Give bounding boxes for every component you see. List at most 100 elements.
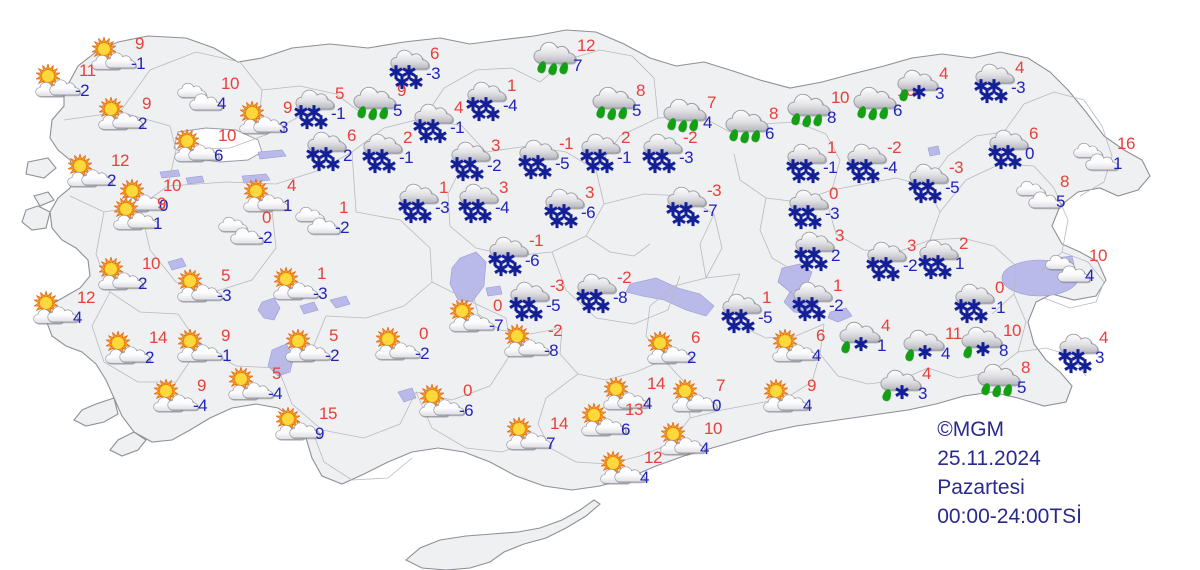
cloud-icon xyxy=(725,107,769,132)
max-temperature: 4 xyxy=(881,316,890,335)
min-temperature: -2 xyxy=(335,218,350,237)
snow-group: ✱ xyxy=(853,334,897,363)
temperature-pair: 3 -2 xyxy=(487,137,525,183)
cloud-icon xyxy=(307,215,341,235)
cloud-icon xyxy=(661,344,693,363)
snowflake-icon: ✱ xyxy=(318,144,334,166)
snowflake-icon: ✱ xyxy=(917,252,933,274)
snowflake-icon: ✱ xyxy=(654,146,670,168)
cloud-icon xyxy=(1085,151,1119,171)
rain-snow-cloud-icon: ✱ xyxy=(837,319,883,361)
snow-cloud-icon: ✱ ✱ ✱ ✱ xyxy=(447,139,493,185)
snowflake-icon: ✱ xyxy=(853,334,869,356)
temperature-pair: -2 -8 xyxy=(613,269,651,315)
snowflake-icon: ✱ xyxy=(678,199,694,221)
snowflake-icon: ✱ xyxy=(412,116,428,138)
cloud-icon xyxy=(489,234,529,257)
cloud-icon xyxy=(299,342,331,361)
temperature-pair: 1 -1 xyxy=(823,139,861,185)
snowflake-icon: ✱ xyxy=(592,146,608,168)
max-temperature: 4 xyxy=(939,64,948,83)
cloud-icon xyxy=(777,392,809,411)
snow-group: ✱ ✱ ✱ ✱ xyxy=(793,244,837,275)
sun-behind-cloud-icon xyxy=(177,269,223,311)
snowflake-icon: ✱ xyxy=(878,254,894,276)
cloud-icon xyxy=(975,61,1015,84)
sun-behind-cloud-icon xyxy=(98,97,144,139)
cloud-icon xyxy=(287,280,319,299)
temperature-pair: 14 2 xyxy=(145,328,183,375)
cloud-icon xyxy=(663,96,707,121)
snowflake-icon: ✱ xyxy=(432,126,448,148)
min-temperature: -6 xyxy=(525,251,540,270)
snow-group: ✱ ✱ ✱ ✱ xyxy=(457,198,501,227)
temperature-pair: 10 6 xyxy=(214,126,252,173)
min-temperature: -2 xyxy=(258,228,273,247)
snow-group: ✱ ✱ ✱ ✱ xyxy=(665,199,709,231)
snow-cloud-icon: ✱ ✱ ✱ ✱ xyxy=(359,131,405,177)
snow-cloud-icon: ✱ ✱ ✱ ✱ xyxy=(541,186,587,232)
rain-drop-icon xyxy=(980,382,992,396)
temperature-pair: 6 2 xyxy=(343,127,381,173)
max-temperature: 0 xyxy=(463,381,472,400)
min-temperature: 8 xyxy=(999,341,1008,360)
temperature-pair: 8 6 xyxy=(765,105,803,151)
max-temperature: 15 xyxy=(319,404,337,423)
rain-snow-cloud-icon: ✱ xyxy=(878,367,924,409)
max-temperature: 12 xyxy=(77,288,95,307)
snowflake-icon: ✱ xyxy=(806,244,822,266)
sun-behind-cloud-icon xyxy=(35,64,81,106)
snowflake-icon: ✱ xyxy=(671,209,687,231)
sun-icon xyxy=(34,291,58,315)
snow-cloud-icon: ✱ ✱ ✱ ✱ xyxy=(951,281,997,327)
cloud-icon xyxy=(577,271,617,294)
temperature-pair: 8 5 xyxy=(1017,359,1055,405)
snow-group: ✱ ✱ ✱ ✱ xyxy=(973,78,1017,107)
min-temperature: 3 xyxy=(935,84,944,103)
snowflake-icon: ✱ xyxy=(493,259,509,281)
max-temperature: 10 xyxy=(1089,246,1107,265)
snow-group: ✱ ✱ ✱ ✱ xyxy=(449,154,493,185)
cloud-icon xyxy=(847,141,887,164)
max-temperature: 2 xyxy=(403,128,412,147)
snowflake-icon: ✱ xyxy=(306,102,322,124)
max-temperature: 0 xyxy=(829,184,838,203)
max-temperature: 0 xyxy=(493,296,502,315)
max-temperature: 14 xyxy=(149,328,167,347)
snowflake-icon: ✱ xyxy=(517,152,533,174)
snowflake-icon: ✱ xyxy=(966,296,982,318)
peninsula-datca xyxy=(73,397,119,427)
max-temperature: 12 xyxy=(111,151,129,170)
sun-icon xyxy=(99,257,123,281)
snowflake-icon: ✱ xyxy=(507,259,523,281)
min-temperature: 4 xyxy=(643,394,652,413)
cloud-icon xyxy=(903,327,945,351)
temperature-pair: 16 1 xyxy=(1113,135,1151,181)
max-temperature: 7 xyxy=(716,376,725,395)
snowflake-icon: ✱ xyxy=(462,154,478,176)
snow-cloud-icon: ✱ ✱ ✱ ✱ xyxy=(783,141,829,187)
rain-cloud-icon xyxy=(853,84,899,126)
cloud-icon xyxy=(674,435,706,454)
temperature-pair: 11 4 xyxy=(941,325,979,371)
lake-small-2 xyxy=(167,257,187,271)
min-temperature: 3 xyxy=(279,118,288,137)
cyprus-island xyxy=(405,499,601,570)
sun-behind-cloud-icon xyxy=(91,37,137,79)
rain-drop-icon xyxy=(1002,383,1014,397)
snowflake-icon: ✱ xyxy=(293,102,309,124)
cloud-icon xyxy=(880,367,922,391)
rain-drop-icon xyxy=(617,106,629,120)
snow-group: ✱ ✱ ✱ ✱ xyxy=(487,251,531,281)
rain-cloud-icon xyxy=(725,107,771,149)
max-temperature: 10 xyxy=(218,126,236,145)
temperature-pair: -2 -4 xyxy=(883,139,921,185)
cloud-icon xyxy=(793,279,833,302)
cloud-icon xyxy=(242,380,274,399)
legend-day: Pazartesi xyxy=(937,476,1025,499)
snowflake-icon: ✱ xyxy=(800,202,816,224)
cloud-icon xyxy=(1073,137,1119,179)
min-temperature: 5 xyxy=(393,101,402,120)
temperature-pair: 11 -2 xyxy=(75,62,113,108)
sun-icon xyxy=(244,179,268,203)
